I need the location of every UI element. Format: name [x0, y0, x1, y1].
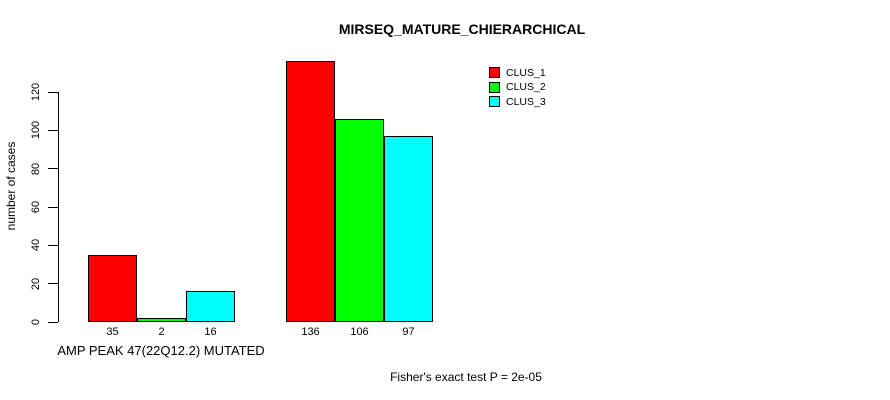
legend-item-clus_1: CLUS_1 — [489, 66, 546, 79]
legend-swatch-clus_1 — [489, 67, 500, 78]
legend-label-clus_3: CLUS_3 — [506, 95, 546, 108]
bar-clus_3-group1 — [186, 291, 235, 322]
y-tick-label-20: 20 — [30, 277, 42, 290]
bar-clus_2-group1 — [137, 318, 186, 322]
legend-item-clus_2: CLUS_2 — [489, 81, 546, 94]
y-axis-label: number of cases — [4, 141, 18, 231]
bar-value-clus_3-group1: 16 — [204, 326, 217, 338]
y-tick-60 — [48, 206, 58, 208]
y-tick-80 — [48, 168, 58, 170]
bar-value-clus_1-group2: 136 — [301, 326, 320, 338]
y-axis-line — [58, 92, 59, 322]
annotation-text: Fisher's exact test P = 2e-05 — [390, 370, 542, 384]
y-tick-120 — [48, 91, 58, 93]
y-tick-label-0: 0 — [30, 318, 42, 326]
bar-value-clus_2-group1: 2 — [158, 326, 165, 338]
y-tick-0 — [48, 321, 58, 323]
y-tick-label-60: 60 — [30, 200, 42, 214]
legend-swatch-clus_3 — [489, 96, 500, 107]
bar-clus_1-group2 — [286, 61, 335, 322]
y-tick-label-120: 120 — [30, 82, 42, 102]
legend-label-clus_1: CLUS_1 — [506, 66, 546, 79]
bar-clus_2-group2 — [335, 118, 384, 322]
legend-label-clus_2: CLUS_2 — [506, 81, 546, 93]
y-tick-label-100: 100 — [30, 121, 42, 140]
y-tick-label-40: 40 — [30, 239, 42, 252]
legend-item-clus_3: CLUS_3 — [489, 95, 546, 108]
y-tick-label-80: 80 — [30, 162, 42, 175]
legend-swatch-clus_2 — [489, 81, 500, 93]
y-tick-40 — [48, 244, 58, 246]
bar-value-clus_2-group2: 106 — [350, 326, 369, 338]
bar-clus_1-group1 — [88, 254, 137, 322]
chart-title: MIRSEQ_MATURE_CHIERARCHICAL — [338, 21, 586, 37]
bar-value-clus_1-group1: 35 — [106, 326, 119, 338]
bar-value-clus_3-group2: 97 — [402, 326, 415, 338]
y-tick-100 — [48, 129, 58, 131]
x-axis-category-label: AMP PEAK 47(22Q12.2) MUTATED — [57, 343, 265, 358]
y-tick-20 — [48, 283, 58, 285]
bar-clus_3-group2 — [384, 136, 433, 322]
